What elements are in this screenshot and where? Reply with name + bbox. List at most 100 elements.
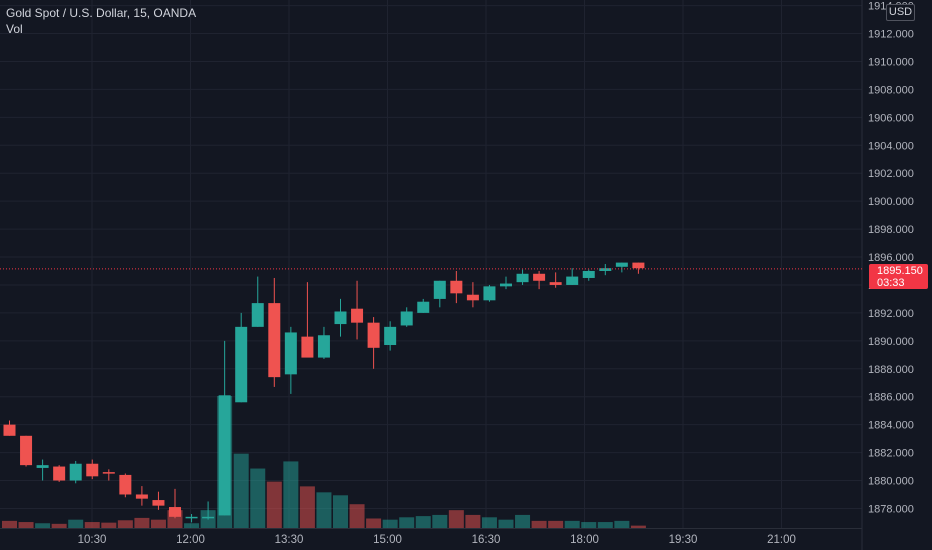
- candle-body[interactable]: [400, 311, 413, 326]
- candle-body[interactable]: [433, 280, 446, 299]
- candle-body[interactable]: [20, 435, 33, 466]
- candle-body[interactable]: [284, 332, 297, 375]
- volume-bar: [399, 517, 415, 528]
- x-axis-tick-label: 21:00: [767, 534, 796, 546]
- volume-bar: [84, 522, 100, 528]
- volume-bar: [481, 517, 497, 528]
- volume-legend[interactable]: Vol: [6, 22, 23, 36]
- candle-body[interactable]: [169, 507, 181, 517]
- candle-body[interactable]: [599, 268, 612, 271]
- candle-body[interactable]: [102, 472, 115, 474]
- candle-body[interactable]: [218, 395, 231, 516]
- x-axis-tick-label: 10:30: [78, 534, 107, 546]
- candle-body[interactable]: [268, 303, 281, 378]
- candle-body[interactable]: [367, 322, 380, 348]
- volume-bar: [117, 520, 133, 528]
- y-axis-tick-label: 1886.000: [868, 392, 914, 404]
- y-axis-tick-label: 1900.000: [868, 196, 914, 208]
- candle-body[interactable]: [86, 463, 99, 477]
- y-axis-tick-label: 1898.000: [868, 224, 914, 236]
- candle-body[interactable]: [3, 424, 16, 436]
- y-axis-tick-label: 1884.000: [868, 420, 914, 432]
- volume-bar: [432, 514, 448, 528]
- volume-bar: [597, 522, 613, 528]
- y-axis-tick-label: 1888.000: [868, 364, 914, 376]
- volume-bar: [35, 523, 51, 528]
- y-axis-tick-label: 1882.000: [868, 448, 914, 460]
- y-axis-tick-label: 1910.000: [868, 56, 914, 68]
- candle-body[interactable]: [549, 282, 562, 285]
- candle-body[interactable]: [384, 326, 397, 346]
- y-axis-tick-label: 1904.000: [868, 140, 914, 152]
- volume-bar: [465, 514, 481, 528]
- volume-bar: [2, 520, 17, 528]
- last-price-label: 1895.150 03:33: [869, 264, 928, 289]
- volume-bar: [316, 492, 332, 528]
- candle-body[interactable]: [533, 273, 546, 281]
- volume-bar: [184, 523, 200, 528]
- y-axis-tick-label: 1892.000: [868, 308, 914, 320]
- candle-body[interactable]: [119, 474, 132, 495]
- y-axis-tick-label: 1908.000: [868, 84, 914, 96]
- candle-body[interactable]: [152, 500, 165, 506]
- volume-bar: [415, 516, 431, 528]
- candle-body[interactable]: [317, 335, 330, 358]
- candle-body[interactable]: [632, 262, 645, 269]
- x-axis-tick-label: 12:00: [176, 534, 205, 546]
- bar-countdown: 03:33: [877, 277, 905, 289]
- y-axis-tick-label: 1902.000: [868, 168, 914, 180]
- volume-bar: [233, 453, 249, 528]
- volume-bar: [564, 520, 580, 528]
- candle-body[interactable]: [450, 280, 463, 294]
- volume-bar: [366, 518, 382, 528]
- candle-body[interactable]: [185, 516, 198, 519]
- candle-body[interactable]: [500, 283, 512, 287]
- y-axis-tick-label: 1880.000: [868, 476, 914, 488]
- volume-bar: [498, 519, 514, 528]
- candle-body[interactable]: [351, 308, 364, 323]
- symbol-title[interactable]: Gold Spot / U.S. Dollar, 15, OANDA: [6, 6, 197, 20]
- volume-bar: [349, 504, 365, 528]
- volume-bar: [266, 481, 282, 528]
- x-axis-tick-label: 18:00: [570, 534, 599, 546]
- y-axis-tick-label: 1890.000: [868, 336, 914, 348]
- x-axis-tick-label: 13:30: [275, 534, 304, 546]
- volume-bar: [68, 519, 84, 528]
- x-axis-tick-label: 15:00: [373, 534, 402, 546]
- volume-bar: [134, 517, 150, 528]
- y-axis-tick-label: 1896.000: [868, 252, 914, 264]
- candle-body[interactable]: [466, 294, 479, 301]
- volume-bar: [614, 520, 630, 528]
- candle-body[interactable]: [36, 465, 49, 468]
- candle-body[interactable]: [516, 273, 529, 283]
- y-axis-tick-label: 1906.000: [868, 112, 914, 124]
- candle-body[interactable]: [301, 336, 314, 358]
- candle-body[interactable]: [334, 311, 347, 325]
- candle-body[interactable]: [235, 326, 248, 403]
- volume-bar: [581, 522, 597, 528]
- candle-body[interactable]: [69, 463, 82, 481]
- currency-button[interactable]: USD: [886, 4, 915, 21]
- volume-bar: [51, 523, 67, 528]
- candle-body[interactable]: [251, 303, 264, 327]
- candle-body[interactable]: [615, 262, 628, 267]
- legend: Gold Spot / U.S. Dollar, 15, OANDA Vol: [6, 5, 196, 37]
- candle-body[interactable]: [53, 466, 66, 481]
- candle-body[interactable]: [582, 270, 595, 278]
- candle-body[interactable]: [417, 301, 430, 313]
- candle-body[interactable]: [135, 494, 148, 499]
- volume-bar: [150, 519, 166, 528]
- volume-bar: [283, 461, 299, 528]
- candle-body[interactable]: [566, 276, 579, 285]
- y-axis-tick-label: 1912.000: [868, 29, 914, 41]
- x-axis-tick-label: 19:30: [669, 534, 698, 546]
- candle-body[interactable]: [483, 286, 496, 301]
- candle-body[interactable]: [202, 516, 215, 519]
- volume-bar: [448, 510, 464, 528]
- volume-bar: [18, 522, 34, 528]
- volume-bar: [548, 520, 564, 528]
- volume-bar: [333, 495, 348, 528]
